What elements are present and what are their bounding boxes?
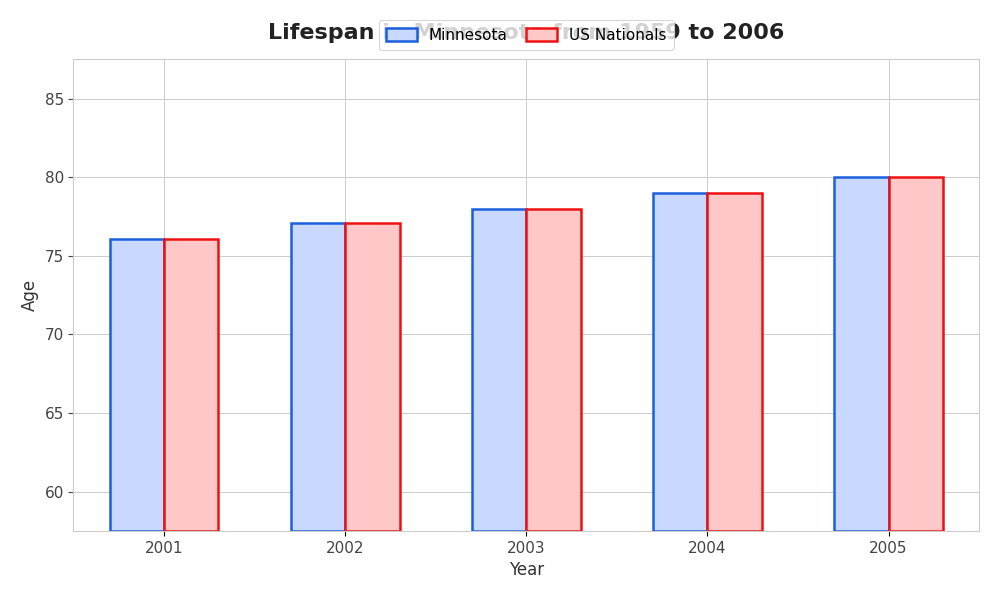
Bar: [834, 177, 889, 531]
Y-axis label: Age: Age: [21, 279, 39, 311]
Legend: Minnesota, US Nationals: Minnesota, US Nationals: [379, 20, 674, 50]
Bar: [345, 223, 400, 531]
X-axis label: Year: Year: [509, 561, 544, 579]
Bar: [653, 193, 707, 531]
Bar: [164, 239, 218, 531]
Bar: [707, 193, 762, 531]
Title: Lifespan in Minnesota from 1959 to 2006: Lifespan in Minnesota from 1959 to 2006: [268, 23, 785, 43]
Bar: [889, 177, 943, 531]
Bar: [472, 209, 526, 531]
Bar: [526, 209, 581, 531]
Bar: [110, 239, 164, 531]
Bar: [291, 223, 345, 531]
